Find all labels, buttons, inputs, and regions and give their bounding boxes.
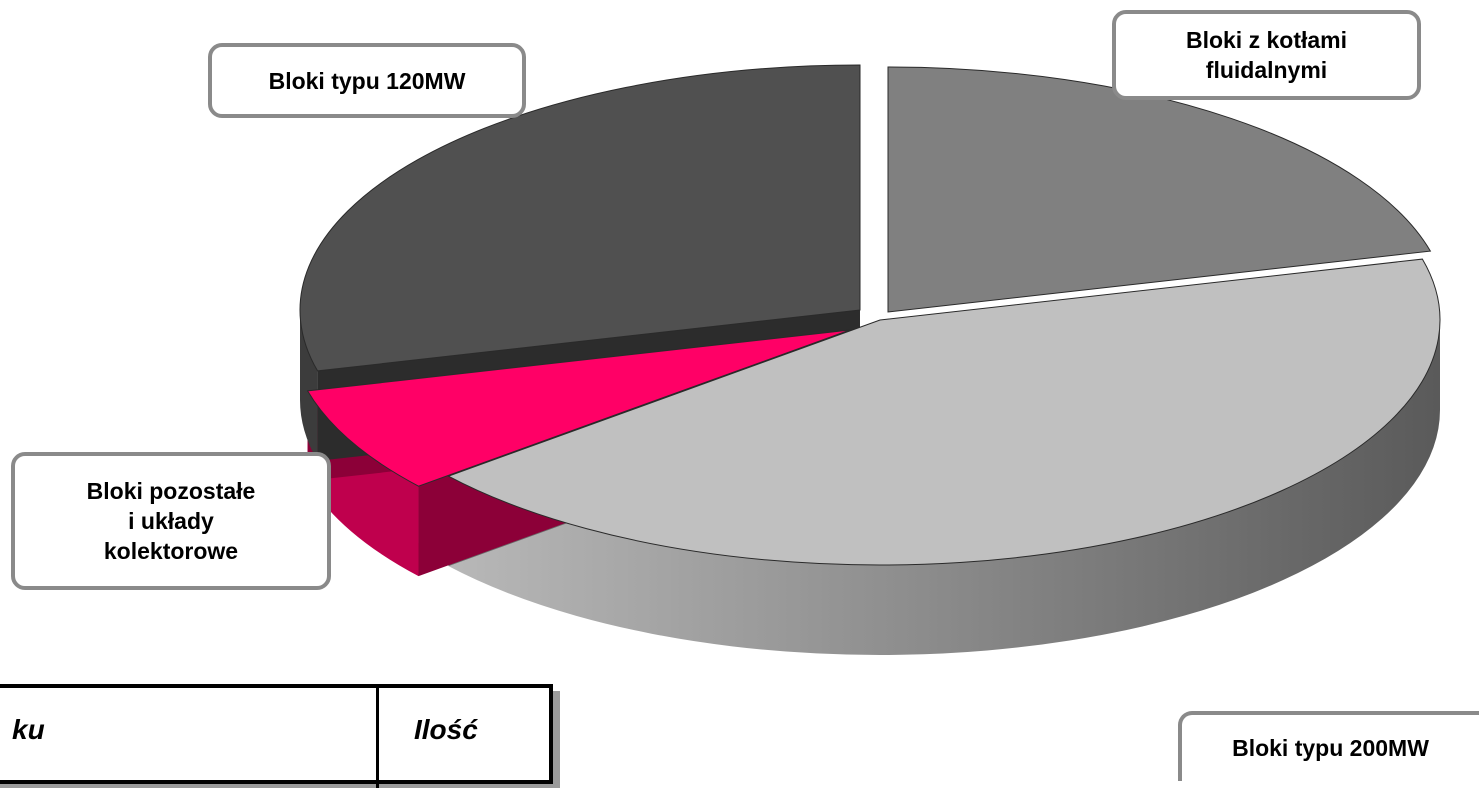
table-divider: [376, 688, 379, 788]
callout-fluidized-boiler-blocks: Bloki z kotłami fluidalnymi: [1112, 10, 1421, 100]
slice-side-1: [448, 320, 1440, 655]
slice-top-1: [447, 258, 1441, 566]
table-header-type: ku: [12, 714, 45, 745]
slice-side-3: [300, 310, 318, 461]
slice-top-3: [299, 64, 861, 372]
pie-chart: [299, 64, 1441, 655]
summary-table-fragment: ku Ilość: [0, 684, 553, 788]
callout-blocks-200mw: Bloki typu 200MW: [1178, 711, 1479, 781]
table-header-count: Ilość: [414, 714, 478, 745]
callout-blocks-120mw: Bloki typu 120MW: [208, 43, 526, 118]
slice-top-0: [887, 66, 1432, 313]
slice-top-2: [306, 329, 851, 487]
callout-other-blocks-collector: Bloki pozostałe i układy kolektorowe: [11, 452, 331, 590]
